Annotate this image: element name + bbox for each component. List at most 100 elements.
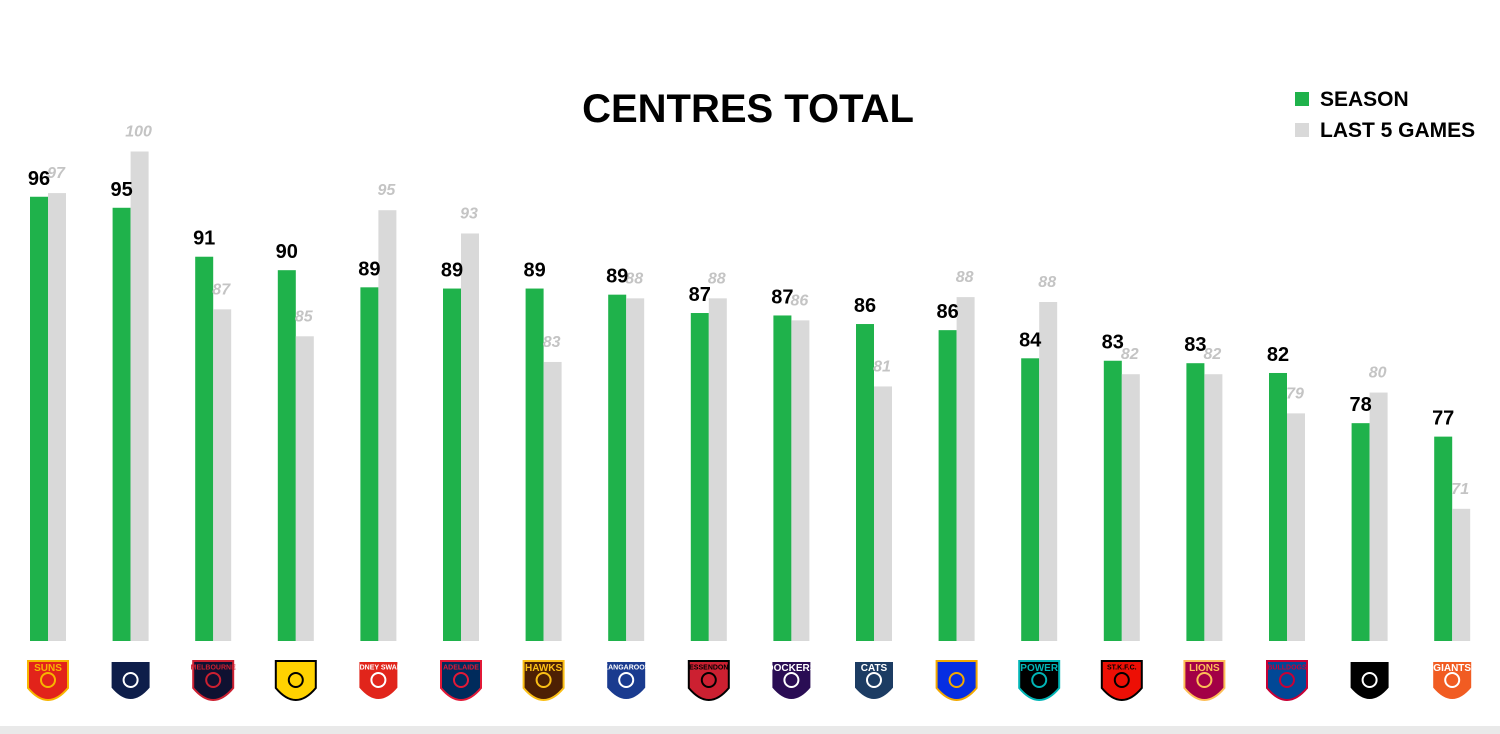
team-logo-shield-essendon — [687, 660, 730, 701]
team-logo-shield-dockers — [770, 660, 813, 701]
bar-last5-adelaide — [461, 233, 479, 641]
bar-season-carlton — [112, 207, 131, 641]
team-logo-text-lions: LIONS — [1189, 663, 1220, 674]
team-logo-text-power: POWER — [1020, 663, 1059, 674]
team-logo-emblem-richmond — [287, 672, 304, 688]
team-logo-lions: LIONS — [1183, 660, 1226, 701]
team-logo-shield-power — [1018, 660, 1061, 701]
label-season-power: 84 — [1019, 329, 1042, 351]
label-last5-western-bulldogs: 79 — [1286, 385, 1304, 402]
label-last5-sydney-swans: 95 — [378, 182, 397, 199]
team-logo-emblem-collingwood — [1361, 672, 1378, 688]
label-last5-power: 88 — [1038, 274, 1056, 291]
team-logo-dockers: DOCKERS — [766, 660, 817, 701]
label-season-collingwood: 78 — [1349, 394, 1371, 416]
team-logo-adelaide: ADELAIDE — [440, 660, 482, 701]
team-logo-text-adelaide: ADELAIDE — [443, 665, 479, 672]
label-last5-giants: 71 — [1451, 481, 1469, 498]
bar-season-eagles — [938, 330, 957, 641]
label-season-cats: 86 — [854, 295, 876, 317]
team-logo-shield-suns — [27, 660, 69, 701]
label-season-giants: 77 — [1432, 408, 1454, 430]
bar-last5-hawks — [543, 361, 562, 641]
bar-season-collingwood — [1351, 423, 1370, 641]
bar-last5-essendon — [708, 298, 727, 641]
legend-swatch-season — [1295, 92, 1309, 106]
label-season-adelaide: 89 — [441, 260, 463, 282]
label-season-sydney-swans: 89 — [358, 258, 380, 280]
label-last5-dockers: 86 — [791, 292, 809, 309]
team-logo-cats: CATS — [853, 660, 895, 701]
label-season-kangaroos: 89 — [606, 266, 628, 288]
team-logo-text-st-k-f-c: ST.K.F.C. — [1107, 665, 1137, 672]
label-last5-suns: 97 — [47, 165, 66, 182]
team-logo-shield-hawks — [522, 660, 565, 701]
bar-season-cats — [856, 324, 874, 641]
team-logo-carlton — [109, 660, 152, 701]
team-logo-shield-melbourne — [192, 660, 235, 701]
team-logo-text-cats: CATS — [861, 663, 888, 674]
team-logo-essendon: ESSENDON — [687, 660, 730, 701]
bar-last5-western-bulldogs — [1287, 413, 1305, 641]
team-logo-shield-western-bulldogs — [1266, 660, 1308, 701]
label-last5-melbourne: 87 — [212, 281, 231, 298]
bar-season-lions — [1186, 363, 1205, 641]
team-logo-text-western-bulldogs: BULLDOGS — [1267, 665, 1307, 672]
label-last5-hawks: 83 — [543, 334, 561, 351]
team-logo-st-k-f-c: ST.K.F.C. — [1100, 660, 1143, 701]
team-logo-shield-kangaroos — [605, 660, 648, 701]
team-logo-emblem-giants — [1444, 672, 1461, 688]
team-logo-hawks: HAWKS — [522, 660, 565, 701]
team-logo-western-bulldogs: BULLDOGS — [1266, 660, 1308, 701]
team-logo-eagles — [935, 660, 978, 701]
team-logo-shield-eagles — [935, 660, 978, 701]
team-logo-shield-sydney-swans — [357, 660, 400, 701]
team-logo-shield-carlton — [109, 660, 152, 701]
team-logos-group: SUNS MELBOURNE SYDNEY SWANS ADELAIDE HAWKS KA… — [27, 660, 1474, 701]
team-logo-emblem-suns — [40, 672, 56, 688]
team-logo-melbourne: MELBOURNE — [191, 660, 236, 701]
team-logo-shield-adelaide — [440, 660, 482, 701]
bar-season-giants — [1434, 436, 1453, 641]
bar-season-hawks — [525, 288, 544, 641]
legend-label-last5: LAST 5 GAMES — [1320, 119, 1475, 142]
label-season-lions: 83 — [1184, 334, 1206, 356]
label-season-essendon: 87 — [689, 284, 711, 306]
label-season-st-k-f-c: 83 — [1102, 332, 1124, 354]
team-logo-emblem-melbourne — [205, 672, 222, 688]
label-last5-lions: 82 — [1204, 346, 1222, 363]
team-logo-emblem-adelaide — [453, 672, 469, 688]
bar-season-western-bulldogs — [1269, 372, 1287, 641]
bar-last5-collingwood — [1369, 392, 1388, 641]
bar-last5-power — [1039, 302, 1058, 641]
legend-label-season: SEASON — [1320, 88, 1409, 111]
team-logo-sydney-swans: SYDNEY SWANS — [350, 660, 407, 701]
team-logo-emblem-eagles — [948, 672, 965, 688]
team-logo-power: POWER — [1018, 660, 1061, 701]
bar-season-power — [1021, 358, 1040, 641]
label-season-western-bulldogs: 82 — [1267, 344, 1289, 366]
bar-last5-sydney-swans — [378, 210, 397, 641]
team-logo-emblem-sydney-swans — [370, 672, 387, 688]
bar-season-kangaroos — [608, 294, 627, 641]
team-logo-emblem-essendon — [700, 672, 717, 688]
bar-season-dockers — [773, 315, 792, 641]
bars-group — [30, 151, 1471, 642]
team-logo-shield-lions — [1183, 660, 1226, 701]
team-logo-emblem-hawks — [535, 672, 552, 688]
legend-swatch-last5 — [1295, 123, 1309, 137]
label-last5-st-k-f-c: 82 — [1121, 346, 1139, 363]
label-last5-kangaroos: 88 — [625, 270, 643, 287]
team-logo-emblem-st-k-f-c — [1113, 672, 1130, 688]
team-logo-text-suns: SUNS — [34, 663, 62, 674]
bar-season-suns — [30, 196, 48, 641]
bar-season-sydney-swans — [360, 287, 379, 641]
team-logo-text-hawks: HAWKS — [525, 663, 563, 674]
bar-season-adelaide — [443, 288, 461, 641]
bar-last5-suns — [48, 193, 66, 642]
team-logo-giants: GIANTS — [1431, 660, 1474, 701]
team-logo-richmond — [274, 660, 317, 701]
team-logo-emblem-western-bulldogs — [1279, 672, 1295, 688]
team-logo-text-kangaroos: KANGAROOS — [603, 665, 650, 672]
